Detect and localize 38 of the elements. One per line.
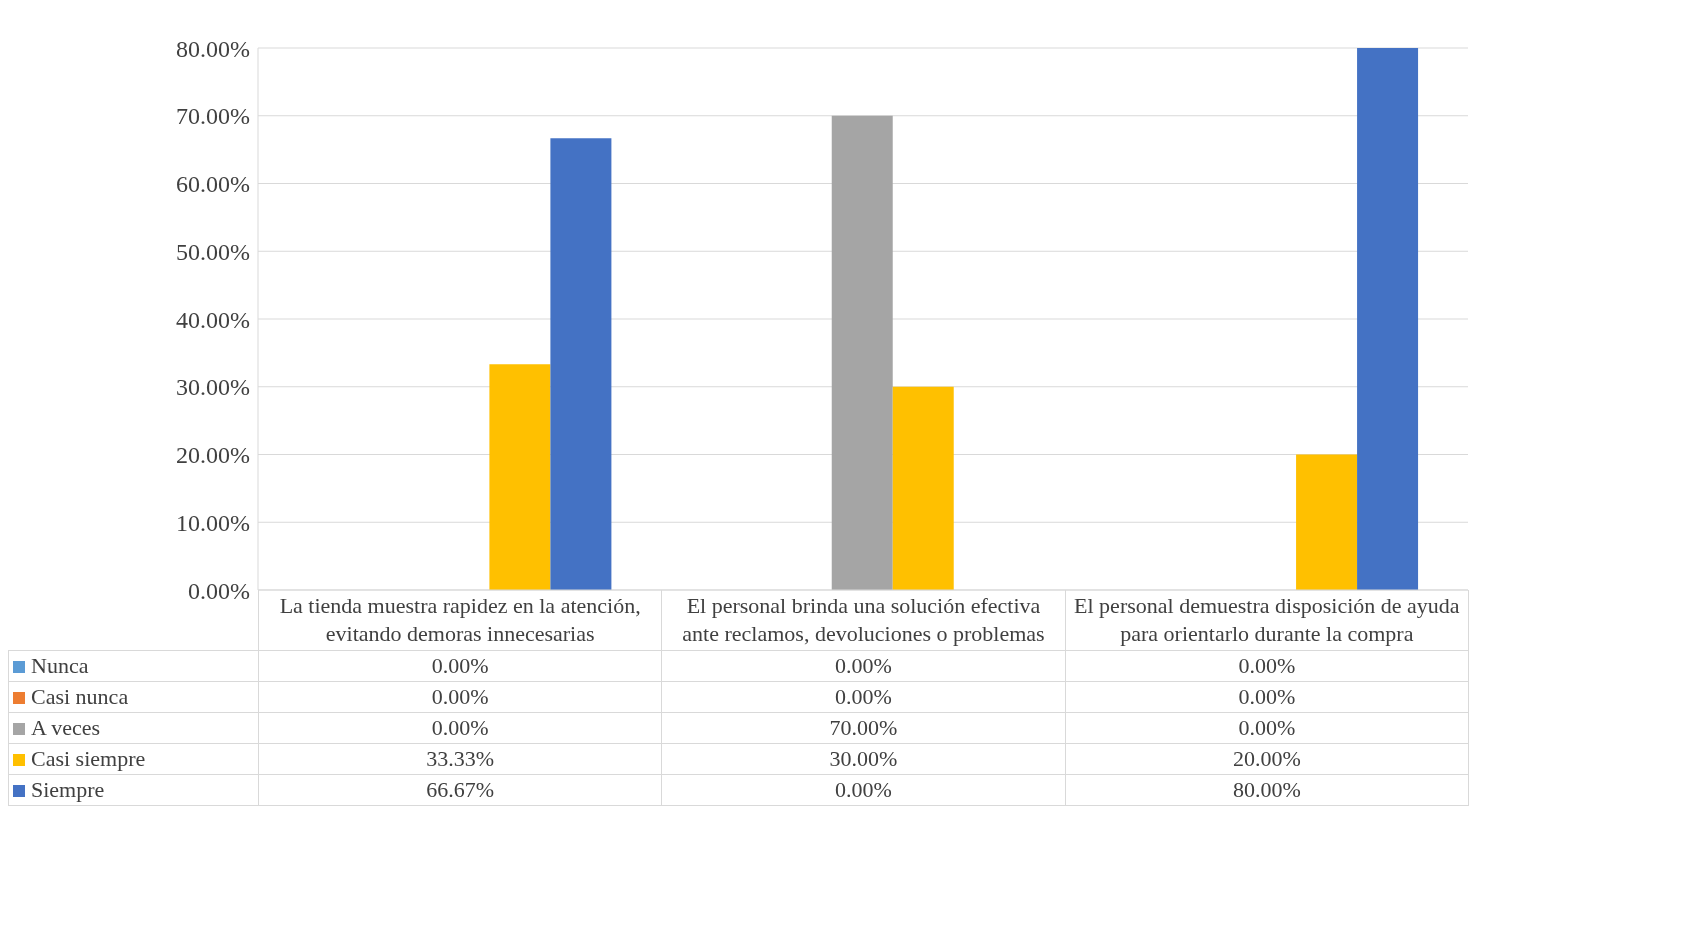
bar xyxy=(831,115,893,590)
y-tick-label: 80.00% xyxy=(176,35,250,62)
y-tick-label: 60.00% xyxy=(176,171,250,198)
legend-label: A veces xyxy=(8,712,259,744)
bar xyxy=(550,138,612,590)
y-tick-label: 70.00% xyxy=(176,103,250,130)
data-label: 0.00% xyxy=(661,650,1066,682)
bar xyxy=(892,386,954,590)
data-label: 20.00% xyxy=(1065,743,1469,775)
legend-label: Casi nunca xyxy=(8,681,259,713)
x-tick-label: El personal demuestra disposición de ayuda para orientarlo durante la compra xyxy=(1065,590,1469,651)
data-label: 0.00% xyxy=(258,650,662,682)
data-label: 66.67% xyxy=(258,774,662,806)
data-label: 33.33% xyxy=(258,743,662,775)
data-label: 30.00% xyxy=(661,743,1066,775)
data-label: 0.00% xyxy=(258,681,662,713)
data-label: 0.00% xyxy=(1065,712,1469,744)
y-tick-label: 0.00% xyxy=(188,577,250,604)
y-tick-label: 40.00% xyxy=(176,306,250,333)
data-label: 0.00% xyxy=(661,774,1066,806)
y-tick-label: 10.00% xyxy=(176,509,250,536)
x-tick-label: El personal brinda una solución efectiva ante reclamos, devoluciones o problemas xyxy=(661,590,1066,651)
data-label: 80.00% xyxy=(1065,774,1469,806)
bar xyxy=(1357,48,1419,590)
legend-label: Casi siempre xyxy=(8,743,259,775)
data-label: 0.00% xyxy=(1065,650,1469,682)
y-tick-label: 50.00% xyxy=(176,238,250,265)
y-tick-label: 30.00% xyxy=(176,374,250,401)
data-label: 0.00% xyxy=(258,712,662,744)
bar xyxy=(489,364,551,590)
legend-label: Siempre xyxy=(8,774,259,806)
bar xyxy=(1296,454,1358,590)
data-label: 0.00% xyxy=(661,681,1066,713)
data-label: 0.00% xyxy=(1065,681,1469,713)
legend-label: Nunca xyxy=(8,650,259,682)
x-tick-label: La tienda muestra rapidez en la atención, evitando demoras innecesarias xyxy=(258,590,662,651)
y-tick-label: 20.00% xyxy=(176,442,250,469)
data-label: 70.00% xyxy=(661,712,1066,744)
